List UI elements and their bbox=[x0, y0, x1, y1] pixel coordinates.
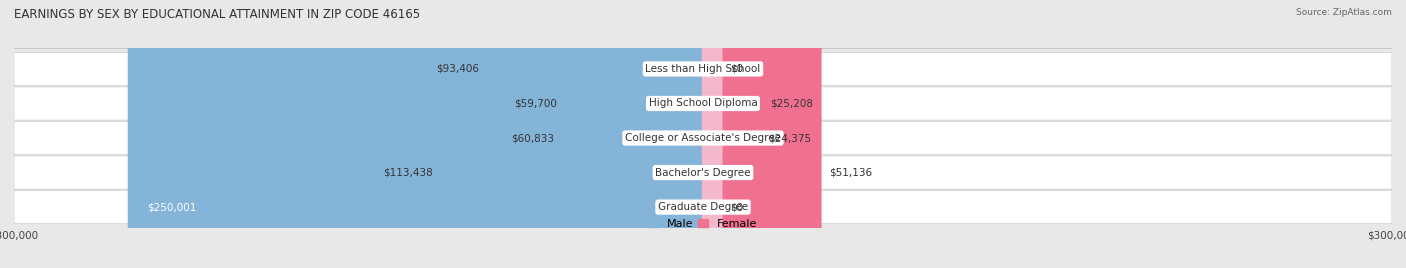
Text: $93,406: $93,406 bbox=[436, 64, 479, 74]
Text: $113,438: $113,438 bbox=[384, 168, 433, 178]
Text: $60,833: $60,833 bbox=[512, 133, 554, 143]
FancyBboxPatch shape bbox=[562, 0, 704, 268]
Legend: Male, Female: Male, Female bbox=[647, 217, 759, 231]
Text: $0: $0 bbox=[731, 64, 744, 74]
Text: College or Associate's Degree: College or Associate's Degree bbox=[626, 133, 780, 143]
FancyBboxPatch shape bbox=[488, 0, 704, 268]
Text: $51,136: $51,136 bbox=[830, 168, 873, 178]
Text: EARNINGS BY SEX BY EDUCATIONAL ATTAINMENT IN ZIP CODE 46165: EARNINGS BY SEX BY EDUCATIONAL ATTAINMEN… bbox=[14, 8, 420, 21]
Text: Source: ZipAtlas.com: Source: ZipAtlas.com bbox=[1296, 8, 1392, 17]
FancyBboxPatch shape bbox=[14, 121, 1392, 155]
FancyBboxPatch shape bbox=[14, 156, 1392, 189]
Text: Less than High School: Less than High School bbox=[645, 64, 761, 74]
FancyBboxPatch shape bbox=[702, 0, 723, 268]
Text: $59,700: $59,700 bbox=[513, 98, 557, 109]
FancyBboxPatch shape bbox=[702, 0, 821, 268]
Text: Graduate Degree: Graduate Degree bbox=[658, 202, 748, 212]
Text: High School Diploma: High School Diploma bbox=[648, 98, 758, 109]
FancyBboxPatch shape bbox=[14, 87, 1392, 120]
Text: $25,208: $25,208 bbox=[770, 98, 813, 109]
FancyBboxPatch shape bbox=[128, 0, 704, 268]
Text: $0: $0 bbox=[731, 202, 744, 212]
FancyBboxPatch shape bbox=[565, 0, 704, 268]
FancyBboxPatch shape bbox=[702, 0, 761, 268]
Text: $24,375: $24,375 bbox=[768, 133, 811, 143]
Text: Bachelor's Degree: Bachelor's Degree bbox=[655, 168, 751, 178]
Text: $250,001: $250,001 bbox=[148, 202, 197, 212]
FancyBboxPatch shape bbox=[702, 0, 723, 268]
FancyBboxPatch shape bbox=[14, 191, 1392, 224]
FancyBboxPatch shape bbox=[702, 0, 762, 268]
FancyBboxPatch shape bbox=[441, 0, 704, 268]
FancyBboxPatch shape bbox=[14, 52, 1392, 85]
